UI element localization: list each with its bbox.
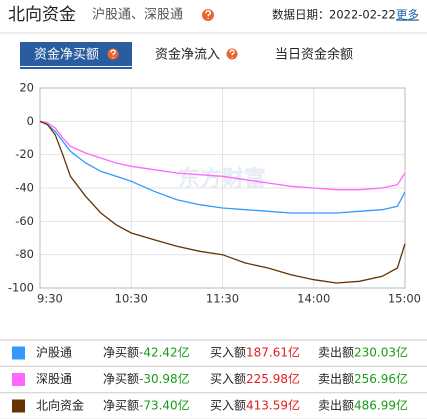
y-tick-label: 0 [27, 114, 34, 128]
y-tick-label: -100 [8, 281, 34, 295]
cell-value: 486.99亿 [354, 398, 408, 413]
series-line [39, 120, 406, 214]
legend-label: 北向资金 [36, 398, 84, 413]
legend-swatch [12, 373, 25, 386]
x-tick-label: 9:30 [37, 292, 63, 306]
tab[interactable]: 资金净流入 [155, 47, 220, 63]
cell-label: 净买额 [103, 346, 139, 360]
cell-label: 买入额 [210, 399, 246, 413]
help-icon[interactable] [226, 48, 238, 60]
cell-value: -30.98亿 [139, 371, 190, 386]
x-tick-label: 11:30 [206, 292, 239, 306]
cell-value: 225.98亿 [246, 371, 300, 386]
legend-swatch [12, 399, 25, 413]
date: 2022-02-22 [329, 8, 396, 22]
cell-label: 卖出额 [318, 399, 354, 413]
cell-label: 卖出额 [318, 346, 354, 360]
cell-label: 卖出额 [318, 372, 354, 386]
cell-value: -42.42亿 [139, 345, 190, 360]
cell-value: 256.96亿 [354, 371, 408, 386]
help-icon[interactable] [202, 9, 214, 21]
legend-label: 沪股通 [36, 346, 72, 360]
y-tick-label: -60 [15, 214, 34, 228]
cell-label: 买入额 [210, 346, 246, 360]
legend-label: 深股通 [36, 372, 72, 386]
plot-frame [39, 87, 406, 289]
more-link[interactable]: 更多 [396, 8, 419, 22]
y-tick-label: -80 [15, 247, 34, 261]
x-tick-label: 14:00 [297, 292, 330, 306]
y-tick-label: 20 [19, 81, 34, 95]
tab[interactable]: 当日资金余额 [275, 47, 353, 63]
tab[interactable]: 资金净买额 [34, 47, 99, 63]
cell-label: 净买额 [103, 399, 139, 413]
cell-value: 187.61亿 [246, 345, 300, 360]
legend-swatch [12, 346, 25, 360]
date-label: 数据日期： [272, 8, 330, 22]
x-tick-label: 15:00 [388, 292, 421, 306]
series-line [39, 120, 406, 284]
y-tick-label: -40 [15, 181, 34, 195]
x-tick-label: 10:30 [115, 292, 148, 306]
series-line [39, 120, 406, 191]
help-icon[interactable] [107, 48, 119, 60]
cell-label: 净买额 [103, 372, 139, 386]
cell-label: 买入额 [210, 372, 246, 386]
cell-value: 413.59亿 [246, 398, 300, 413]
title: 北向资金 [8, 5, 76, 25]
subtitle: 沪股通、深股通 [92, 7, 183, 23]
y-tick-label: -20 [15, 147, 34, 161]
cell-value: 230.03亿 [354, 345, 408, 360]
cell-value: -73.40亿 [139, 398, 190, 413]
